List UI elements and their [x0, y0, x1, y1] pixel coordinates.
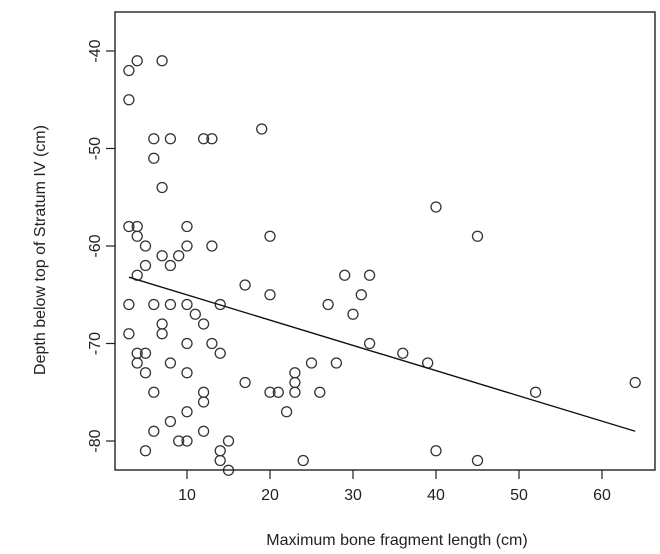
data-point [280, 406, 293, 418]
data-point [297, 454, 309, 467]
data-point [239, 376, 251, 389]
data-point [471, 454, 484, 467]
data-point [131, 55, 143, 67]
data-point [214, 454, 226, 467]
x-axis-title: Maximum bone fragment length (cm) [266, 532, 527, 549]
y-tick-label: -60 [87, 234, 104, 257]
data-point [139, 445, 152, 457]
data-point [214, 347, 226, 359]
data-point [330, 357, 343, 369]
data-point [156, 318, 168, 330]
data-point [164, 298, 177, 311]
data-point [181, 435, 193, 447]
data-point [123, 298, 135, 311]
data-point [239, 279, 251, 291]
data-point [156, 181, 168, 194]
data-point [305, 357, 318, 369]
data-point [430, 201, 442, 213]
data-point [181, 240, 193, 252]
data-point [173, 250, 185, 262]
data-point [181, 337, 193, 350]
data-point [471, 230, 484, 242]
data-point [197, 133, 210, 145]
data-point [181, 220, 193, 233]
data-point [123, 220, 135, 233]
data-point [214, 298, 226, 311]
data-point [363, 269, 376, 281]
x-tick-label: 20 [261, 487, 279, 504]
data-point [264, 386, 276, 398]
data-point [164, 133, 177, 145]
x-tick-label: 60 [593, 487, 611, 504]
data-point [629, 376, 641, 389]
data-point [123, 94, 135, 106]
data-point [322, 298, 334, 311]
data-point [363, 337, 376, 350]
data-point [214, 445, 226, 457]
data-point [272, 386, 284, 398]
x-tick-label: 30 [344, 487, 362, 504]
data-point [206, 337, 218, 350]
data-point [148, 152, 160, 164]
x-tick-label: 50 [510, 487, 528, 504]
data-point [173, 435, 185, 447]
data-point [197, 386, 210, 398]
y-tick-label: -80 [87, 429, 104, 452]
data-point [289, 386, 301, 398]
data-point [156, 55, 168, 67]
data-point [139, 347, 152, 359]
data-point [164, 415, 177, 428]
data-point [347, 308, 359, 320]
data-point [139, 259, 152, 272]
data-point [148, 425, 160, 437]
data-point [156, 250, 168, 262]
data-point [339, 269, 351, 281]
data-point [529, 386, 542, 398]
plot-frame [114, 11, 656, 471]
data-point [164, 357, 177, 369]
x-tick-label: 40 [427, 487, 445, 504]
data-point [264, 289, 276, 301]
data-point [397, 347, 409, 359]
data-point [148, 386, 160, 398]
data-point [197, 318, 210, 330]
data-point [164, 259, 177, 272]
data-point [123, 328, 135, 340]
data-point [181, 367, 193, 379]
plot-marks [123, 55, 641, 476]
data-point [139, 240, 152, 252]
data-point [206, 240, 218, 252]
data-point [355, 289, 367, 301]
x-tick-label: 10 [178, 487, 196, 504]
data-point [123, 64, 135, 77]
data-point [181, 298, 193, 311]
y-tick-label: -70 [87, 332, 104, 355]
data-point [264, 230, 276, 242]
data-point [156, 328, 168, 340]
data-point [197, 425, 210, 437]
data-point [197, 396, 210, 408]
regression-line [128, 276, 636, 432]
data-point [148, 298, 160, 311]
data-point [289, 376, 301, 389]
data-point [189, 308, 201, 320]
y-tick-label: -40 [87, 39, 104, 62]
data-point [181, 406, 193, 418]
y-axis-title: Depth below top of Stratum IV (cm) [32, 125, 49, 375]
data-point [131, 357, 143, 369]
data-point [148, 133, 160, 145]
data-point [222, 435, 235, 447]
data-point [430, 445, 442, 457]
data-point [289, 367, 301, 379]
data-point [256, 123, 268, 135]
data-point [314, 386, 326, 398]
y-tick-label: -50 [87, 137, 104, 160]
data-point [131, 230, 143, 242]
data-point [206, 133, 218, 145]
data-point [139, 367, 152, 379]
